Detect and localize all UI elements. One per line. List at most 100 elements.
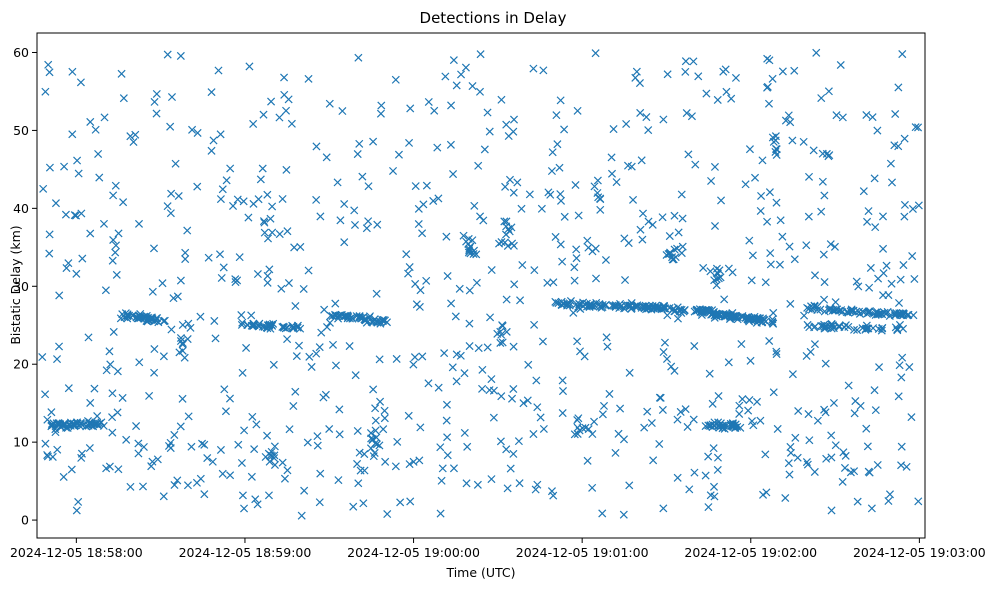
detection-point	[266, 214, 275, 223]
detection-point	[897, 373, 906, 382]
detection-point	[761, 278, 770, 287]
detection-point	[416, 286, 425, 295]
detection-point	[265, 457, 274, 466]
detection-point	[905, 363, 914, 372]
detection-point	[853, 497, 862, 506]
detection-point	[689, 415, 698, 424]
detection-point	[574, 211, 583, 220]
detection-point	[218, 185, 227, 194]
detection-point	[476, 50, 485, 59]
detection-point	[411, 279, 420, 288]
detection-point	[240, 426, 249, 435]
detection-point	[333, 178, 342, 187]
detection-point	[800, 311, 809, 320]
detection-point	[391, 75, 400, 84]
detection-point	[846, 468, 855, 477]
detection-point	[114, 229, 123, 238]
detection-point	[501, 182, 510, 191]
detection-point	[402, 250, 411, 259]
detection-point	[878, 212, 888, 221]
detection-point	[813, 302, 822, 311]
detection-point	[150, 368, 159, 377]
detection-point	[474, 344, 483, 353]
detection-point	[556, 96, 565, 105]
x-tick-label: 2024-12-05 19:03:00	[853, 545, 986, 560]
detection-point	[489, 386, 498, 395]
detection-point	[138, 482, 148, 491]
detection-point	[483, 343, 492, 352]
detection-point	[756, 416, 765, 425]
detection-point	[422, 181, 431, 190]
detection-point	[663, 70, 672, 79]
detection-point	[474, 161, 483, 170]
detection-point	[176, 333, 185, 343]
detection-point	[812, 48, 821, 57]
detection-point	[772, 198, 781, 207]
detection-point	[139, 313, 148, 322]
detection-point	[287, 119, 296, 128]
detection-point	[595, 302, 604, 311]
detection-point	[737, 340, 746, 349]
detection-point	[442, 416, 451, 425]
x-tick-label: 2024-12-05 19:02:00	[684, 545, 817, 560]
detection-point	[487, 266, 496, 275]
detection-point	[685, 485, 694, 494]
detection-point	[47, 408, 56, 417]
detection-point	[841, 321, 850, 330]
detection-point	[709, 444, 718, 453]
detection-point	[708, 308, 717, 317]
detection-point	[908, 204, 917, 213]
detection-point	[259, 110, 268, 119]
detection-point	[331, 299, 340, 308]
detection-point	[200, 490, 209, 499]
detection-point	[65, 420, 74, 429]
detection-point	[441, 72, 450, 81]
detection-point	[839, 448, 848, 457]
detection-point	[556, 196, 566, 205]
detection-point	[283, 335, 292, 344]
y-tick-label: 50	[13, 123, 29, 138]
detection-point	[351, 371, 360, 380]
detection-point	[72, 506, 81, 515]
detection-point	[525, 190, 534, 199]
detection-point	[253, 269, 262, 279]
detection-point	[596, 194, 605, 203]
detection-point	[380, 414, 389, 423]
detection-point	[167, 92, 177, 102]
detection-point	[875, 363, 884, 372]
detection-point	[502, 222, 511, 231]
detection-point	[51, 199, 60, 208]
detection-point	[245, 62, 254, 71]
detection-point	[183, 481, 192, 490]
detection-point	[464, 248, 473, 257]
detection-point	[598, 410, 607, 419]
detection-point	[907, 413, 916, 422]
detection-point	[866, 263, 875, 272]
detection-point	[264, 491, 273, 500]
detection-point	[622, 119, 631, 128]
detection-point	[910, 274, 919, 284]
detection-point	[817, 207, 826, 216]
detection-point	[644, 126, 653, 135]
detection-point	[250, 445, 259, 454]
detection-point	[119, 94, 128, 103]
detection-point	[862, 321, 871, 330]
detection-point	[524, 360, 533, 369]
detection-point	[859, 187, 868, 196]
detection-point	[574, 414, 583, 423]
detection-point	[508, 239, 517, 248]
detection-point	[762, 488, 771, 497]
detection-point	[485, 127, 494, 136]
detection-point	[752, 397, 762, 406]
detection-point	[727, 94, 736, 103]
detection-point	[666, 248, 675, 257]
detection-point	[418, 229, 427, 238]
detection-point	[126, 482, 135, 491]
chart-title: Detections in Delay	[420, 9, 567, 27]
detection-point	[591, 274, 601, 283]
detection-point	[896, 275, 905, 284]
detection-point	[665, 303, 674, 313]
detection-point	[854, 282, 863, 291]
detection-point	[51, 425, 60, 434]
detection-point	[788, 370, 797, 379]
